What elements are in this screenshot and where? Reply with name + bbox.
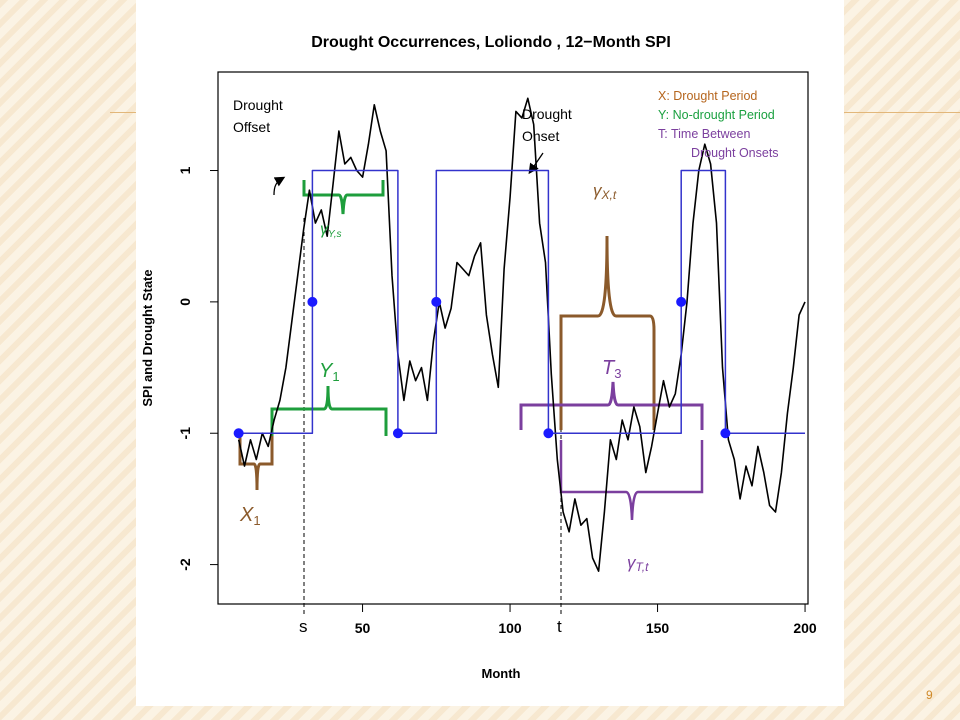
x1-label: X1: [239, 504, 261, 528]
y1-label: Y1: [319, 360, 340, 384]
plot-frame: [217, 71, 809, 605]
t3-label: T3: [602, 357, 621, 381]
drought-offset-label: Drought Offset: [233, 97, 287, 135]
gamma-t-subscript: T,t: [636, 560, 650, 574]
drought-onset-line-1: Drought: [522, 106, 572, 122]
spi-series-line: [237, 97, 806, 573]
marker-layer: [233, 296, 731, 439]
x-tick-label: 50: [355, 620, 371, 636]
y1-main: Y: [319, 360, 334, 382]
drought-transition-point: [392, 428, 403, 439]
legend-line: X: Drought Period: [658, 89, 757, 103]
drought-state-line: [238, 169, 805, 434]
title-rule-right: [840, 112, 960, 113]
gamma-y-symbol: γ: [320, 221, 329, 238]
y1-bracket: [270, 385, 388, 436]
y-tick-label: -2: [177, 558, 193, 571]
series-layer: [237, 97, 806, 573]
gamma-x-label: γX,t: [593, 181, 617, 202]
x-axis-ticks: 50 100 150 200: [355, 604, 817, 636]
legend-line: Y: No-drought Period: [658, 108, 775, 122]
page-number: 9: [926, 688, 933, 702]
gamma-y-bracket: [302, 180, 385, 215]
t3-subscript: 3: [614, 366, 621, 381]
x-tick-label: 150: [646, 620, 670, 636]
y-tick-label: 0: [177, 298, 193, 306]
y1-subscript: 1: [332, 369, 339, 384]
slide-content: Drought Occurrences, Loliondo , 12−Month…: [136, 0, 844, 706]
gamma-x-symbol: γ: [593, 181, 603, 200]
drought-transition-point: [676, 296, 687, 307]
drought-onset-label: Drought Onset: [522, 106, 576, 144]
gamma-x-subscript: X,t: [601, 188, 617, 202]
x-tick-label: 200: [793, 620, 817, 636]
drought-transition-point: [307, 296, 318, 307]
drought-offset-line-2: Offset: [233, 119, 270, 135]
t-label: t: [557, 617, 562, 636]
y-tick-label: -1: [177, 427, 193, 440]
x1-main: X: [239, 504, 254, 526]
title-rule-left: [110, 112, 140, 113]
drought-transition-point: [543, 428, 554, 439]
gamma-y-subscript: Y,s: [328, 229, 342, 240]
gamma-t-symbol: γ: [627, 553, 637, 572]
x1-subscript: 1: [253, 513, 260, 528]
drought-chart: Drought Occurrences, Loliondo , 12−Month…: [140, 34, 817, 681]
y-axis-ticks: -2 -1 0 1: [177, 166, 218, 571]
offset-arrow: [273, 176, 286, 196]
chart-title: Drought Occurrences, Loliondo , 12−Month…: [311, 34, 671, 51]
gamma-t-bracket: [559, 440, 704, 521]
gamma-y-label: γY,s: [320, 221, 342, 240]
drought-transition-point: [720, 428, 731, 439]
drought-onset-line-2: Onset: [522, 128, 559, 144]
x-tick-label: 100: [498, 620, 522, 636]
t3-main: T: [602, 357, 616, 379]
gamma-t-label: γT,t: [627, 553, 649, 574]
drought-offset-line-1: Drought: [233, 97, 283, 113]
y-axis-label: SPI and Drought State: [140, 269, 155, 406]
legend-line: Drought Onsets: [691, 146, 779, 160]
legend-line: T: Time Between: [658, 127, 750, 141]
gamma-x-bracket: [559, 235, 656, 430]
drought-transition-point: [431, 296, 442, 307]
annotation-legend: X: Drought Period Y: No-drought Period T: …: [658, 89, 779, 160]
y-tick-label: 1: [177, 166, 193, 174]
s-label: s: [299, 617, 308, 636]
x1-bracket: [238, 436, 274, 491]
drought-transition-point: [233, 428, 244, 439]
t3-bracket: [519, 381, 704, 430]
x-axis-label: Month: [482, 666, 521, 681]
